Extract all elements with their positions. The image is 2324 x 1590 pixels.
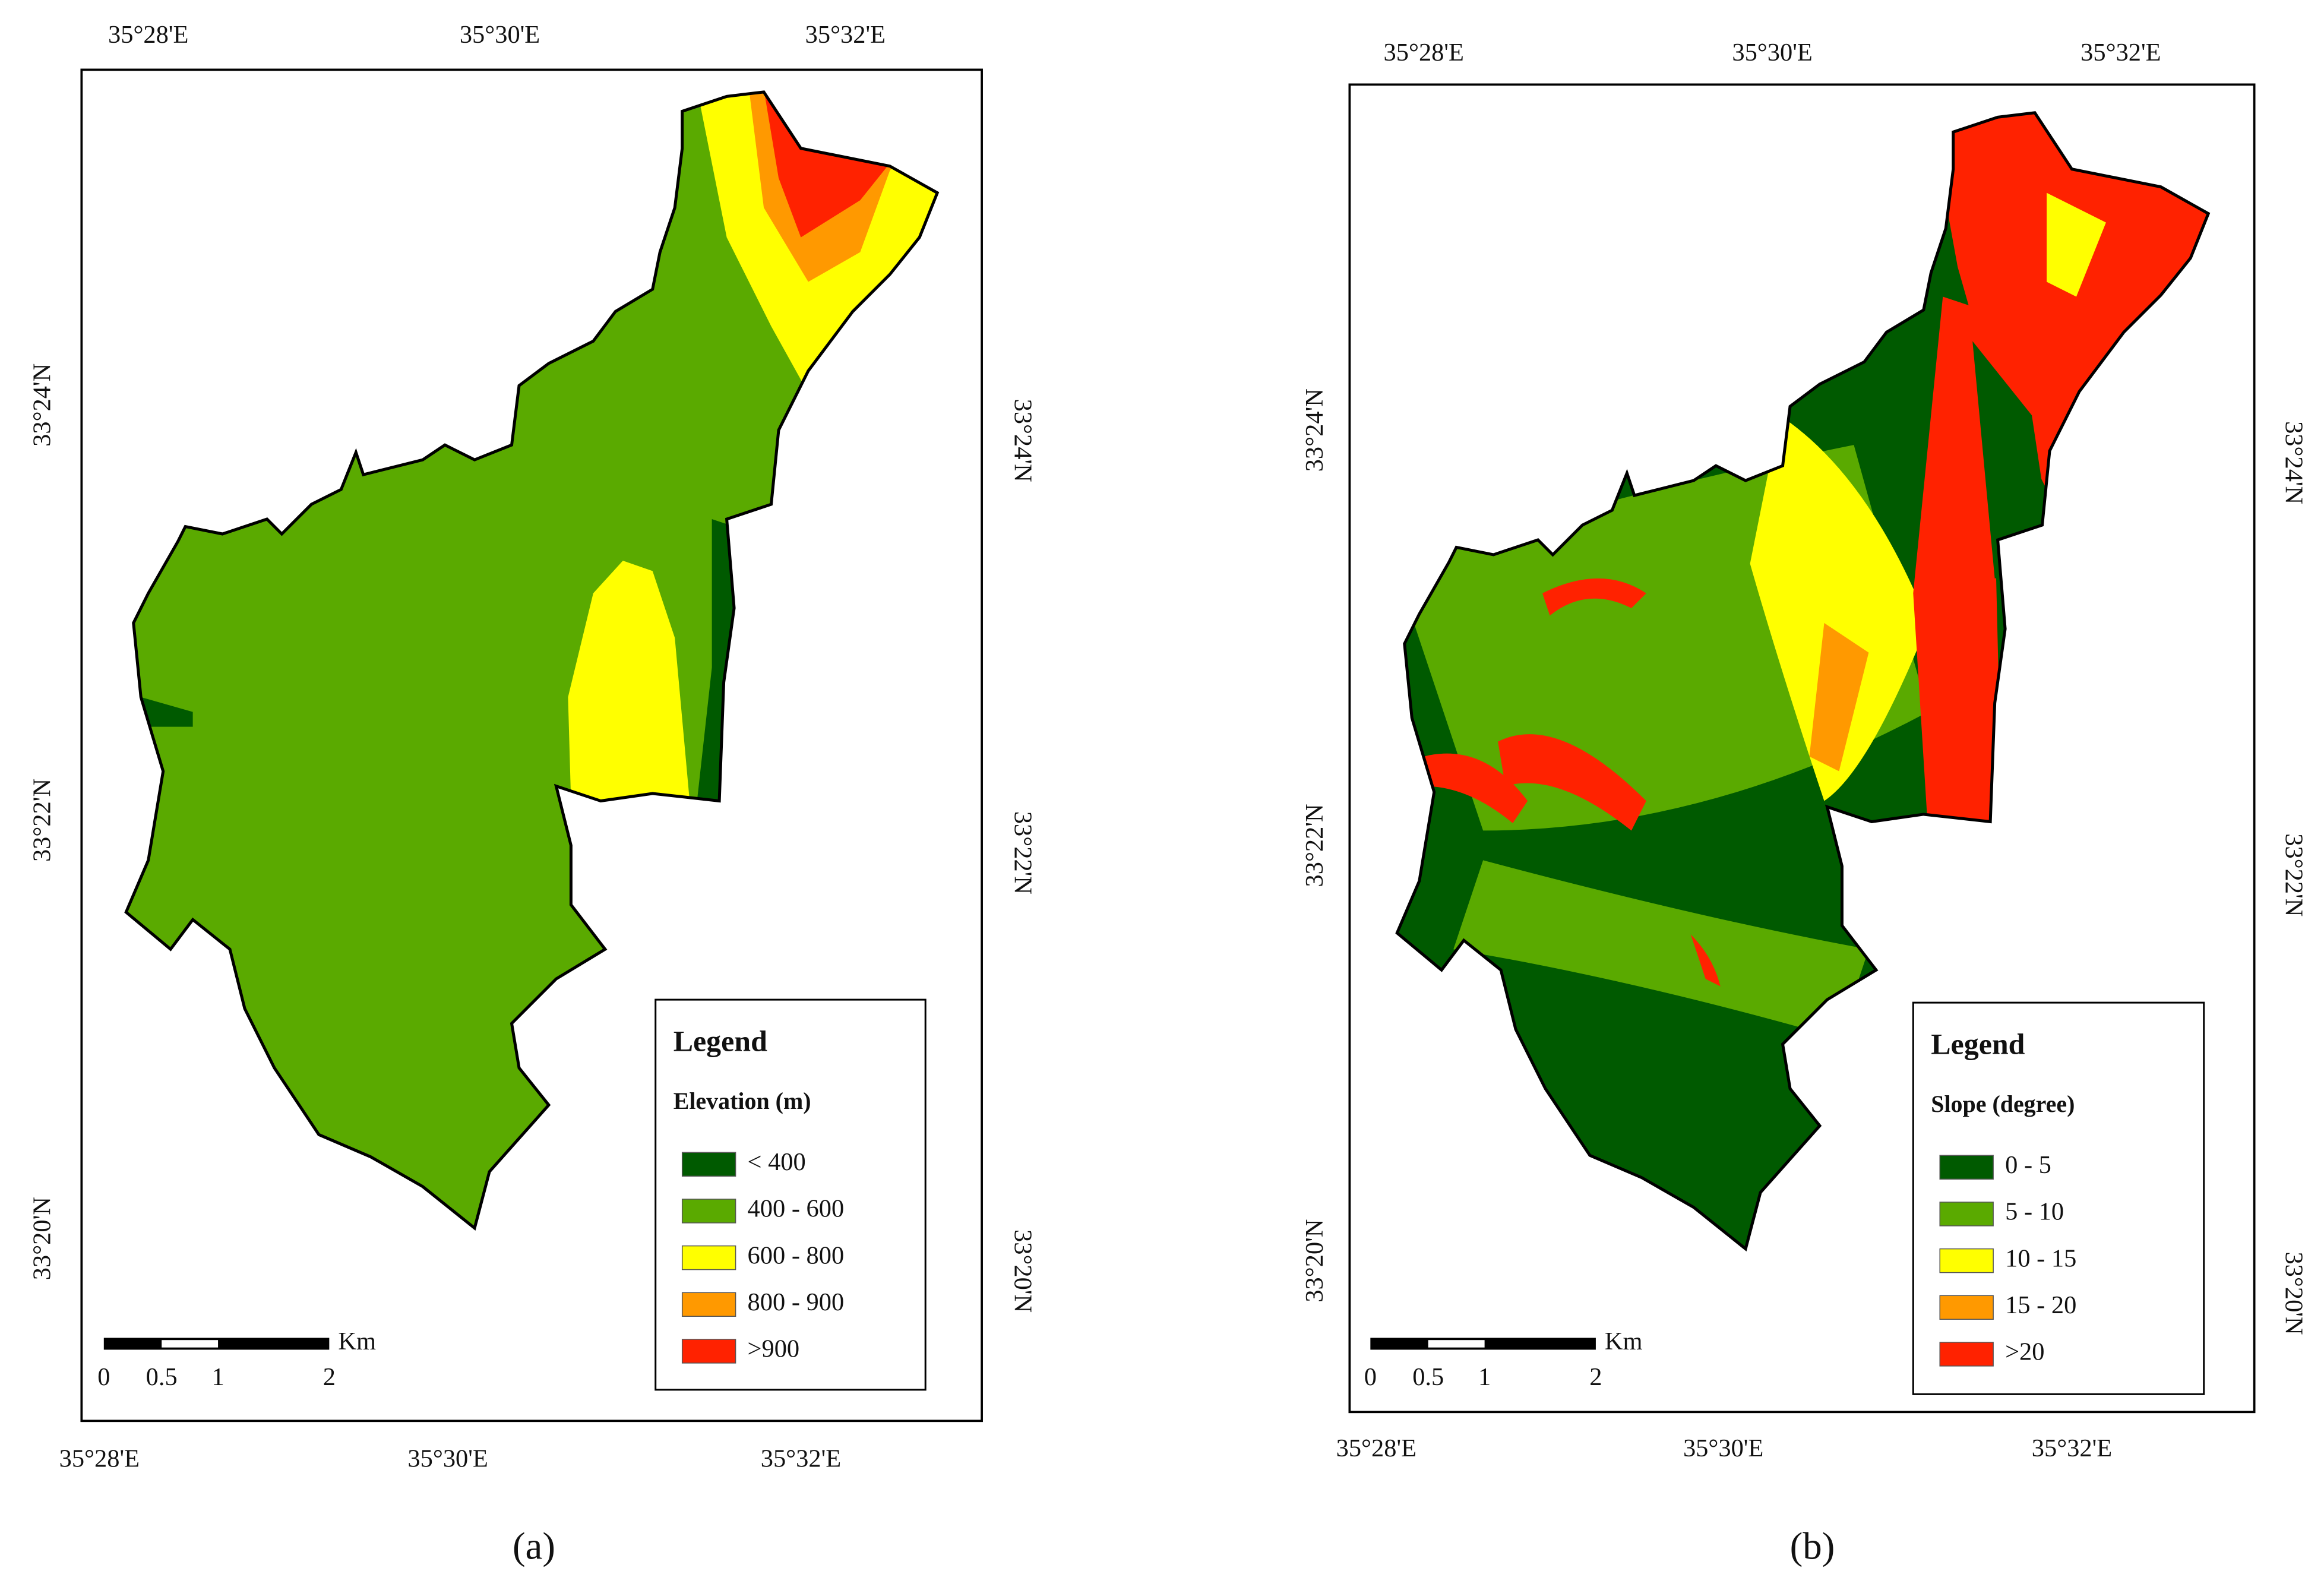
coordinate-label: 35°32'E: [761, 1444, 841, 1472]
scale-bar: [1428, 1340, 1485, 1348]
legend-swatch: [681, 1292, 736, 1317]
scale-label: 0.5: [146, 1363, 178, 1391]
panel-label: (a): [513, 1525, 555, 1567]
slope-zone: [1542, 578, 1646, 616]
legend-swatch: [681, 1339, 736, 1364]
coordinate-label: 35°32'E: [2032, 1434, 2112, 1462]
coordinate-label: 35°30'E: [407, 1444, 488, 1472]
elevation-zone: [697, 519, 779, 801]
coordinate-label: 33°24'N: [29, 363, 56, 447]
legend-swatch: [1939, 1155, 1994, 1180]
coordinate-label: 33°20'N: [1301, 1219, 1329, 1303]
scale-label: 0: [97, 1363, 110, 1391]
slope-zone: [1498, 734, 1646, 831]
panel-label: (b): [1790, 1525, 1835, 1567]
coordinate-label: 33°20'N: [1008, 1229, 1036, 1313]
coordinate-label: 33°24'N: [1301, 388, 1329, 472]
elevation-zone: [141, 697, 193, 727]
scale-bar: [162, 1340, 219, 1348]
slope-zone: [1809, 622, 1869, 772]
slope-zone: [1913, 296, 2003, 831]
legend-label: 800 - 900: [748, 1288, 845, 1316]
coordinate-label: 35°30'E: [460, 21, 540, 49]
slope-zone: [2047, 192, 2106, 297]
legend-box: [1912, 1001, 2205, 1395]
legend-swatch: [1939, 1342, 1994, 1367]
scale-label: 2: [323, 1363, 336, 1391]
legend-label: >20: [2005, 1338, 2044, 1366]
legend-box: [654, 998, 927, 1391]
legend-label: >900: [748, 1335, 800, 1363]
legend-label: 400 - 600: [748, 1195, 845, 1223]
legend-swatch: [681, 1199, 736, 1224]
legend-title: Legend: [674, 1024, 767, 1057]
coordinate-label: 35°32'E: [805, 21, 886, 49]
coordinate-label: 33°22'N: [1008, 811, 1036, 894]
coordinate-label: 35°30'E: [1683, 1434, 1763, 1462]
legend-title: Legend: [1931, 1027, 2025, 1060]
scale-label: 2: [1589, 1363, 1602, 1391]
legend-subtitle: Slope (degree): [1931, 1090, 2075, 1117]
legend-swatch: [1939, 1248, 1994, 1273]
legend-label: 600 - 800: [748, 1241, 845, 1269]
coordinate-label: 33°20'N: [29, 1197, 56, 1280]
legend-label: 15 - 20: [2005, 1291, 2076, 1319]
coordinate-label: 35°28'E: [1336, 1434, 1416, 1462]
coordinate-label: 33°24'N: [2279, 421, 2307, 504]
legend-label: < 400: [748, 1148, 806, 1176]
scale-unit: Km: [338, 1327, 376, 1355]
legend-swatch: [681, 1245, 736, 1270]
legend-swatch: [1939, 1295, 1994, 1320]
legend-swatch: [1939, 1202, 1994, 1227]
slope-zone: [1972, 341, 2054, 579]
map-frame: [80, 68, 983, 1423]
legend-label: 0 - 5: [2005, 1151, 2051, 1179]
coordinate-label: 35°28'E: [108, 21, 188, 49]
elevation-zone: [568, 560, 690, 801]
scale-unit: Km: [1605, 1327, 1643, 1355]
coordinate-label: 33°22'N: [1301, 804, 1329, 887]
legend-swatch: [681, 1152, 736, 1177]
map-frame: [1348, 83, 2256, 1414]
scale-label: 0.5: [1412, 1363, 1444, 1391]
coordinate-label: 33°20'N: [2279, 1251, 2307, 1335]
scale-label: 0: [1364, 1363, 1377, 1391]
coordinate-label: 35°30'E: [1732, 39, 1812, 67]
scale-label: 1: [211, 1363, 224, 1391]
legend-label: 5 - 10: [2005, 1198, 2064, 1226]
coordinate-label: 35°28'E: [1384, 39, 1464, 67]
coordinate-label: 35°32'E: [2080, 39, 2161, 67]
scale-label: 1: [1478, 1363, 1491, 1391]
legend-label: 10 - 15: [2005, 1244, 2076, 1272]
coordinate-label: 35°28'E: [59, 1444, 140, 1472]
coordinate-label: 33°22'N: [29, 779, 56, 862]
legend-subtitle: Elevation (m): [674, 1088, 811, 1114]
coordinate-label: 33°22'N: [2279, 833, 2307, 916]
slope-zone: [1750, 415, 1928, 801]
slope-zone: [1690, 934, 1721, 987]
slope-zone: [1424, 753, 1528, 823]
slope-zone: [1453, 860, 1869, 1039]
coordinate-label: 33°24'N: [1008, 399, 1036, 482]
